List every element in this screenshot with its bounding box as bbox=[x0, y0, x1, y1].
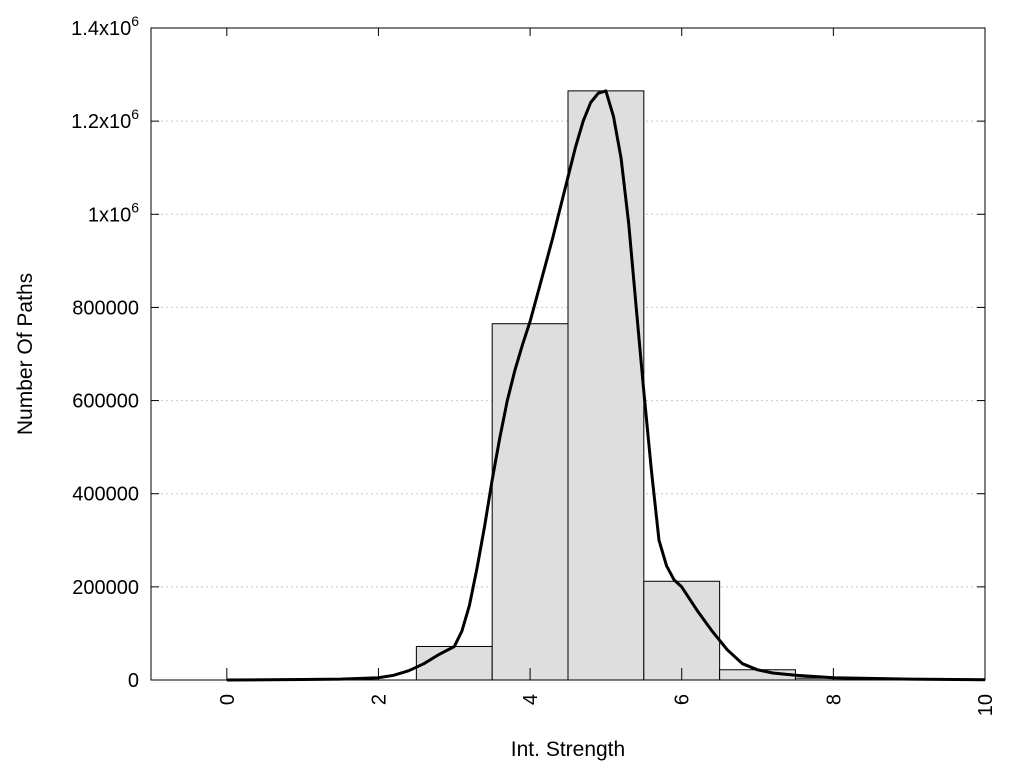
fit-curve bbox=[226, 89, 986, 682]
fit-curve-layer bbox=[226, 89, 986, 682]
y-tick-label: 200000 bbox=[72, 577, 139, 599]
y-tick-label: 1.2x106 bbox=[71, 106, 139, 133]
y-tick-base: 800000 bbox=[72, 297, 139, 319]
x-axis-title: Int. Strength bbox=[511, 738, 625, 761]
y-tick-base: 1.2x10 bbox=[71, 111, 131, 133]
x-tick-label: 4 bbox=[520, 694, 542, 705]
y-tick-exponent: 6 bbox=[131, 13, 139, 29]
x-tick-label: 10 bbox=[975, 694, 997, 716]
x-axis-ticks: 0 2 4 6 8 10 bbox=[217, 28, 997, 716]
plot-frame bbox=[150, 27, 986, 681]
y-tick-label: 400000 bbox=[72, 484, 139, 506]
y-tick-base: 200000 bbox=[72, 577, 139, 599]
x-tick-label: 8 bbox=[823, 694, 845, 705]
y-tick-label: 1.4x106 bbox=[71, 13, 139, 40]
y-tick-base: 0 bbox=[128, 670, 139, 692]
y-tick-label: 800000 bbox=[72, 297, 139, 319]
y-tick-label: 600000 bbox=[72, 391, 139, 413]
y-tick-exponent: 6 bbox=[131, 199, 139, 215]
y-tick-base: 600000 bbox=[72, 391, 139, 413]
histogram-bar bbox=[415, 645, 493, 681]
y-tick-base: 1x10 bbox=[88, 204, 131, 226]
y-axis-title: Number Of Paths bbox=[14, 273, 37, 435]
x-tick-label: 2 bbox=[368, 694, 390, 705]
histogram-bar bbox=[491, 323, 569, 681]
histogram-bar bbox=[567, 90, 645, 681]
y-tick-exponent: 6 bbox=[131, 106, 139, 122]
histogram-bar bbox=[643, 580, 721, 681]
x-tick-label: 6 bbox=[672, 694, 694, 705]
y-tick-label: 0 bbox=[128, 670, 139, 692]
x-tick-label: 0 bbox=[217, 694, 239, 705]
y-tick-base: 1.4x10 bbox=[71, 18, 131, 40]
y-axis-ticks: 02000004000006000008000001x1061.2x1061.4… bbox=[71, 13, 985, 692]
y-tick-label: 1x106 bbox=[88, 199, 139, 226]
y-tick-base: 400000 bbox=[72, 484, 139, 506]
